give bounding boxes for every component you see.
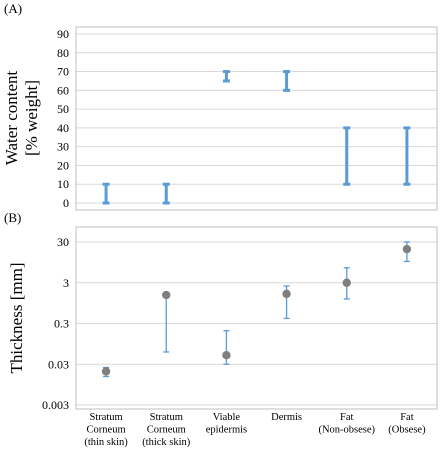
data-point	[222, 351, 231, 360]
category-label-line: Fat	[340, 412, 354, 423]
chart-b: 0.003 0.03 0.3 3 30 Thickness [mm] Stratum Co…	[7, 226, 438, 448]
data-point	[101, 367, 111, 376]
category-label-line: (Non-obsese)	[318, 425, 375, 436]
panel-a-label: (A)	[4, 1, 22, 16]
range-bar	[162, 182, 170, 205]
category-label-line: epidermis	[206, 425, 247, 436]
y-tick-label: 70	[57, 65, 69, 79]
chart-a-y-axis-label: Water content [% weight]	[2, 71, 41, 166]
range-bar	[403, 126, 411, 186]
chart-b-y-axis-label: Thickness [mm]	[7, 263, 26, 374]
category-label: Fat (Obsese)	[388, 412, 426, 436]
y-tick-label: 30	[57, 235, 69, 249]
category-label-line: (thick skin)	[142, 437, 191, 448]
category-label-line: (thin skin)	[84, 437, 128, 448]
data-point	[342, 278, 351, 287]
chart-a: 0 10 20 30 40 50 60 70 80 90 Water content [% weig…	[2, 26, 438, 211]
chart-b-error-bars	[103, 241, 410, 378]
y-tick-label: 0.3	[54, 317, 69, 331]
chart-a-y-ticks: 0 10 20 30 40 50 60 70 80 90	[57, 27, 69, 210]
y-axis-label: Thickness [mm]	[7, 263, 26, 374]
chart-b-y-ticks: 0.003 0.03 0.3 3 30	[42, 235, 69, 412]
category-label: Stratum Corneum(thick skin)	[142, 412, 191, 448]
category-label: Fat (Non-obsese)	[318, 412, 375, 436]
panel-b-label: (B)	[4, 210, 21, 225]
chart-a-frame	[75, 26, 438, 211]
y-axis-label-line: [% weight]	[22, 80, 41, 156]
chart-b-points	[101, 244, 412, 376]
category-label: Viable epidermis	[206, 412, 247, 436]
category-label: Dermis	[271, 412, 302, 423]
y-tick-label: 0.003	[42, 398, 69, 412]
y-tick-label: 3	[63, 276, 69, 290]
y-tick-label: 0	[63, 196, 69, 210]
data-point	[282, 289, 291, 299]
data-point	[402, 244, 412, 254]
range-bar	[343, 126, 351, 186]
chart-b-gridlines	[76, 241, 437, 406]
y-tick-label: 90	[57, 27, 69, 41]
category-label: Stratum Corneum(thin skin)	[84, 412, 128, 448]
y-tick-label: 50	[57, 102, 69, 116]
y-tick-label: 20	[57, 158, 69, 172]
data-point	[162, 290, 171, 300]
y-tick-label: 30	[57, 140, 69, 154]
chart-a-gridlines	[76, 33, 437, 204]
category-label-line: Dermis	[271, 412, 302, 423]
y-axis-label-line: Water content	[2, 71, 21, 166]
chart-b-frame	[75, 226, 438, 410]
chart-a-ranges	[102, 70, 411, 205]
error-bar	[163, 292, 170, 353]
category-label-line: Stratum	[150, 412, 183, 423]
category-label-line: Fat	[400, 412, 414, 423]
y-tick-label: 10	[57, 177, 69, 191]
y-tick-label: 0.03	[48, 357, 69, 371]
category-label-line: (Obsese)	[388, 425, 426, 436]
range-bar	[222, 70, 230, 83]
category-label-line: Corneum	[87, 425, 126, 436]
category-label-line: Corneum	[147, 425, 186, 436]
y-tick-label: 80	[57, 46, 69, 60]
category-label-line: Stratum	[89, 412, 122, 423]
y-tick-label: 40	[57, 121, 69, 135]
range-bar	[283, 70, 291, 92]
range-bar	[102, 182, 110, 205]
category-label-line: Viable	[213, 412, 241, 423]
y-tick-label: 60	[57, 83, 69, 97]
